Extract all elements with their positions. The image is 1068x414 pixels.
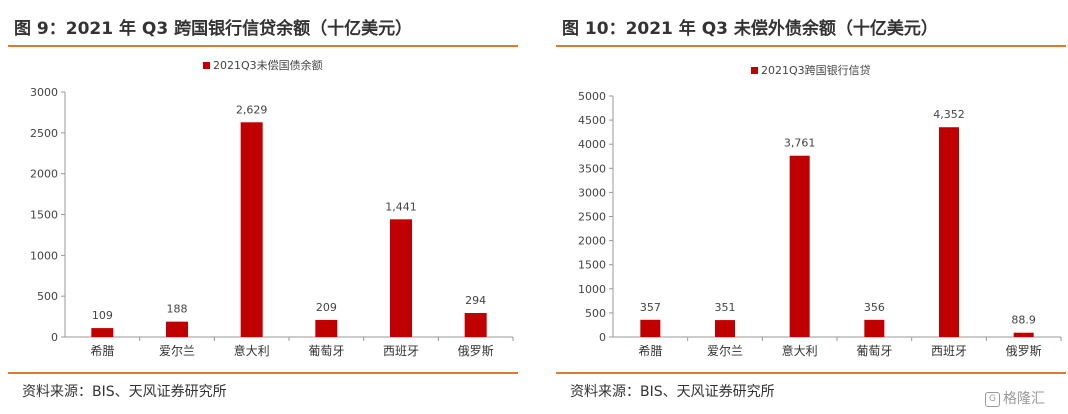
legend: 2021Q3跨国银行信贷 bbox=[751, 63, 871, 77]
data-label: 109 bbox=[92, 309, 113, 322]
y-tick-label: 2000 bbox=[30, 168, 58, 181]
title-rule bbox=[556, 45, 1066, 47]
source-note: 资料来源：BIS、天风证券研究所 bbox=[22, 381, 227, 401]
x-tick-label: 俄罗斯 bbox=[458, 344, 494, 358]
data-label: 4,352 bbox=[933, 108, 965, 121]
data-label: 209 bbox=[316, 301, 337, 314]
x-tick-label: 葡萄牙 bbox=[308, 344, 344, 358]
y-tick-label: 2000 bbox=[578, 235, 606, 248]
y-tick-label: 500 bbox=[37, 290, 58, 303]
source-note: 资料来源：BIS、天风证券研究所 bbox=[570, 381, 775, 401]
legend-label: 2021Q3未偿国债余额 bbox=[213, 58, 323, 72]
y-tick-label: 4000 bbox=[578, 138, 606, 151]
bar bbox=[91, 328, 113, 337]
source-rule bbox=[556, 372, 1066, 374]
x-tick-label: 意大利 bbox=[782, 343, 818, 358]
y-tick-label: 0 bbox=[599, 331, 606, 344]
y-tick-label: 4500 bbox=[578, 114, 606, 127]
y-tick-label: 1500 bbox=[30, 209, 58, 222]
figure-title: 图 9：2021 年 Q3 跨国银行信贷余额（十亿美元） bbox=[14, 14, 412, 39]
bar-chart: 2021Q3跨国银行信贷 0 500 1000 1500 2000 2500 3000 3500… bbox=[556, 48, 1066, 368]
data-label: 356 bbox=[864, 301, 885, 314]
watermark-logo-icon: G bbox=[985, 392, 1000, 407]
bar-chart: 2021Q3未偿国债余额 0 500 1000 1500 2000 2500 3000 109 希… bbox=[8, 48, 518, 368]
bar bbox=[640, 320, 660, 337]
source-rule bbox=[8, 372, 518, 374]
bar bbox=[390, 219, 412, 337]
y-tick-label: 5000 bbox=[578, 90, 606, 103]
x-tick-label: 俄罗斯 bbox=[1006, 344, 1042, 358]
y-tick-label: 3500 bbox=[578, 162, 606, 175]
x-tick-label: 希腊 bbox=[90, 343, 114, 358]
y-tick-label: 1500 bbox=[578, 259, 606, 272]
bar bbox=[315, 320, 337, 337]
bar bbox=[864, 320, 884, 337]
bar bbox=[166, 322, 188, 337]
legend-swatch bbox=[751, 67, 758, 74]
y-tick-label: 3000 bbox=[30, 86, 58, 99]
y-tick-label: 0 bbox=[51, 331, 58, 344]
y-tick-label: 1000 bbox=[578, 283, 606, 296]
data-label: 3,761 bbox=[784, 137, 816, 150]
x-tick-label: 希腊 bbox=[638, 343, 662, 358]
watermark-text: 格隆汇 bbox=[1003, 391, 1045, 407]
x-tick-label: 葡萄牙 bbox=[856, 344, 892, 358]
chart-panel-2: 图 10：2021 年 Q3 未偿外债余额（十亿美元） 2021Q3跨国银行信贷… bbox=[548, 0, 1068, 414]
bar bbox=[1014, 333, 1034, 337]
data-label: 2,629 bbox=[236, 103, 268, 116]
chart-panel-1: 图 9：2021 年 Q3 跨国银行信贷余额（十亿美元） 2021Q3未偿国债余… bbox=[0, 0, 520, 414]
bar bbox=[939, 127, 959, 337]
y-tick-label: 2500 bbox=[30, 127, 58, 140]
y-tick-label: 2500 bbox=[578, 211, 606, 224]
watermark: G格隆汇 bbox=[985, 388, 1045, 408]
legend-label: 2021Q3跨国银行信贷 bbox=[761, 63, 871, 77]
figure-title: 图 10：2021 年 Q3 未偿外债余额（十亿美元） bbox=[562, 14, 938, 39]
bar bbox=[715, 320, 735, 337]
data-label: 88.9 bbox=[1011, 314, 1036, 327]
data-label: 1,441 bbox=[385, 200, 417, 213]
data-label: 351 bbox=[715, 301, 736, 314]
x-tick-label: 西班牙 bbox=[931, 344, 967, 358]
bar bbox=[790, 156, 810, 337]
y-tick-label: 1000 bbox=[30, 249, 58, 262]
data-label: 357 bbox=[640, 301, 661, 314]
bar bbox=[465, 313, 487, 337]
y-tick-label: 500 bbox=[585, 307, 606, 320]
x-tick-label: 意大利 bbox=[234, 343, 270, 358]
y-tick-label: 3000 bbox=[578, 186, 606, 199]
data-label: 188 bbox=[167, 303, 188, 316]
bar bbox=[241, 122, 263, 337]
x-tick-label: 西班牙 bbox=[383, 344, 419, 358]
legend: 2021Q3未偿国债余额 bbox=[203, 58, 323, 72]
data-label: 294 bbox=[465, 294, 486, 307]
legend-swatch bbox=[203, 62, 210, 69]
title-rule bbox=[8, 45, 518, 47]
x-tick-label: 爱尔兰 bbox=[707, 343, 743, 358]
x-tick-label: 爱尔兰 bbox=[159, 343, 195, 358]
